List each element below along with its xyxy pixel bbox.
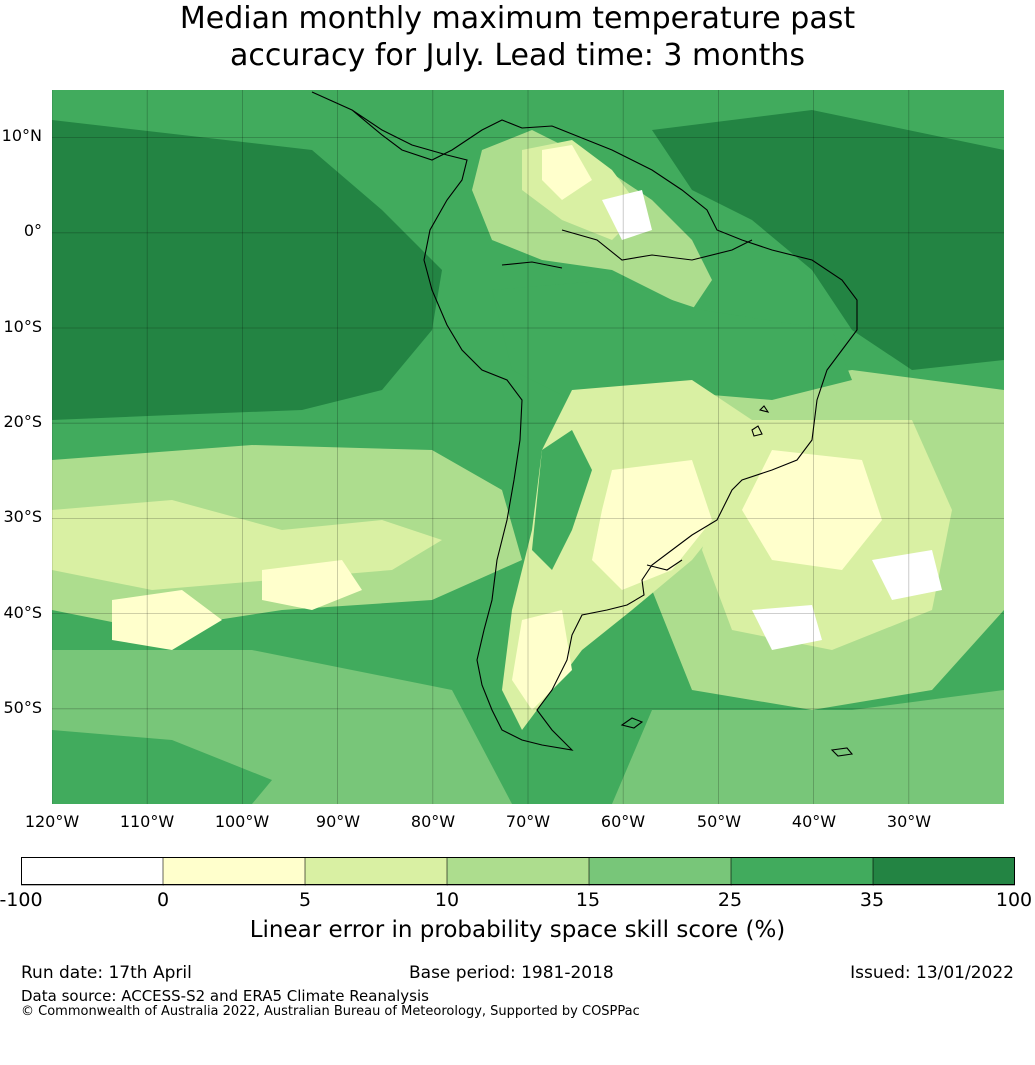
- lon-label-80w: 80°W: [410, 812, 456, 831]
- colorbar-tick-25: 25: [717, 889, 743, 911]
- colorbar-tick-100: 100: [995, 889, 1033, 911]
- lon-label-120w: 120°W: [24, 812, 80, 831]
- lon-label-70w: 70°W: [505, 812, 551, 831]
- colorbar-segment: [588, 857, 732, 886]
- copyright: © Commonwealth of Australia 2022, Austra…: [21, 1004, 640, 1019]
- colorbar-tick-15: 15: [575, 889, 601, 911]
- colorbar-segment: [446, 857, 590, 886]
- lon-label-110w: 110°W: [119, 812, 175, 831]
- base-period: Base period: 1981-2018: [409, 963, 614, 983]
- lon-label-60w: 60°W: [600, 812, 646, 831]
- lon-label-100w: 100°W: [214, 812, 270, 831]
- run-date: Run date: 17th April: [21, 963, 192, 983]
- lon-label-30w: 30°W: [886, 812, 932, 831]
- lon-label-90w: 90°W: [315, 812, 361, 831]
- map-title: Median monthly maximum temperature past …: [0, 0, 1035, 74]
- lon-label-40w: 40°W: [791, 812, 837, 831]
- colorbar-label: Linear error in probability space skill …: [249, 917, 786, 943]
- colorbar-tick-5: 5: [298, 889, 312, 911]
- map-title-line-1: Median monthly maximum temperature past: [179, 1, 856, 36]
- colorbar-segment: [730, 857, 874, 886]
- colorbar-tick-35: 35: [859, 889, 885, 911]
- colorbar-segment: [304, 857, 448, 886]
- lat-label-10n: 10°N: [1, 126, 42, 145]
- colorbar-tick-0: 0: [156, 889, 170, 911]
- lat-label-40s: 40°S: [3, 603, 42, 622]
- map-title-line-2: accuracy for July. Lead time: 3 months: [229, 38, 806, 73]
- data-source: Data source: ACCESS-S2 and ERA5 Climate …: [21, 987, 429, 1005]
- colorbar-segment: [872, 857, 1015, 886]
- colorbar-segment: [21, 857, 164, 886]
- graticule: [52, 90, 1004, 804]
- issued-date: Issued: 13/01/2022: [850, 963, 1014, 983]
- lat-label-20s: 20°S: [3, 412, 42, 431]
- lat-label-50s: 50°S: [3, 698, 42, 717]
- colorbar-tick-neg100: -100: [0, 889, 43, 911]
- lat-label-30s: 30°S: [3, 507, 42, 526]
- skill-field: [52, 110, 1004, 804]
- colorbar-segment: [162, 857, 306, 886]
- coastline: [311, 91, 858, 757]
- skill-score-map: [52, 90, 1004, 804]
- colorbar-tick-10: 10: [434, 889, 460, 911]
- lon-label-50w: 50°W: [696, 812, 742, 831]
- lat-label-10s: 10°S: [3, 317, 42, 336]
- lat-label-0: 0°: [23, 221, 42, 240]
- colorbar: [21, 857, 1015, 886]
